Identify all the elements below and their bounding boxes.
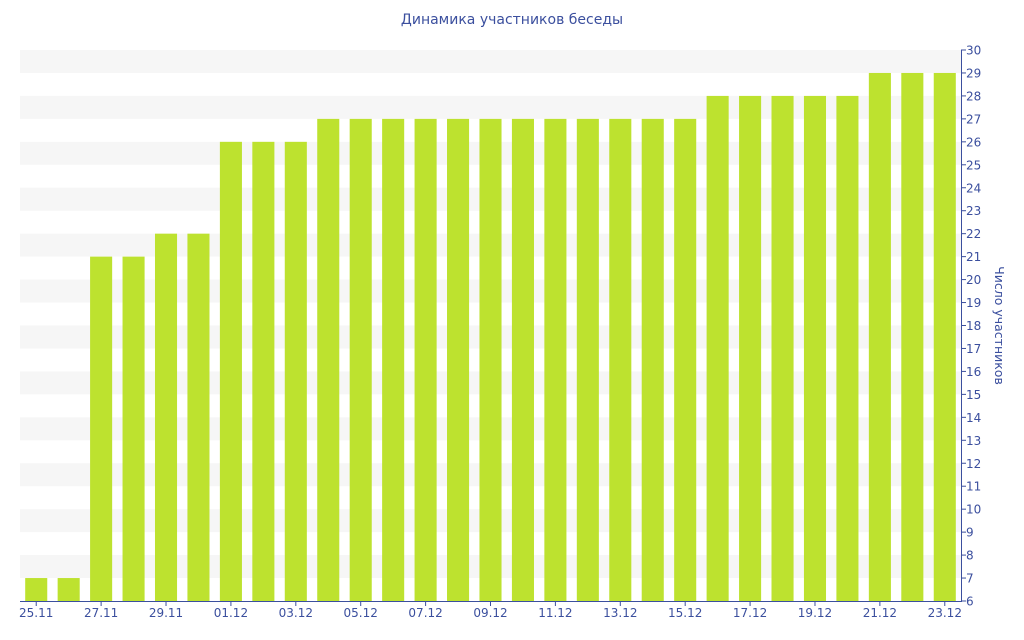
bar-01.12 [219,141,242,602]
bar-23.12 [933,72,956,602]
bar-16.12 [706,95,729,602]
bar-21.12 [868,72,891,602]
y-tick-label: 24 [966,181,981,195]
bar-25.11 [25,578,48,601]
bar-04.12 [317,118,340,601]
bar-series [25,72,956,602]
y-tick-label: 18 [966,319,981,333]
bar-13.12 [609,118,632,601]
bar-08.12 [447,118,470,601]
bar-20.12 [836,95,859,602]
bar-11.12 [544,118,567,601]
bar-18.12 [771,95,794,602]
y-tick-label: 11 [966,480,981,494]
y-tick-label: 9 [966,526,974,540]
bar-05.12 [349,118,372,601]
x-tick-label: 17.12 [733,606,767,620]
x-axis-ticks: 25.11 27.11 29.11 01.12 03.12 05.12 07.12 09.12… [19,601,962,620]
y-tick-label: 20 [966,273,981,287]
bar-27.11 [90,256,113,601]
y-tick-label: 30 [966,44,981,58]
bar-14.12 [641,118,664,601]
y-tick-label: 13 [966,434,981,448]
bar-07.12 [414,118,437,601]
y-tick-label: 17 [966,342,981,356]
y-tick-label: 28 [966,89,981,103]
y-tick-label: 16 [966,365,981,379]
bar-15.12 [674,118,697,601]
y-tick-label: 14 [966,411,981,425]
bar-17.12 [739,95,762,602]
grid-band [20,50,961,73]
y-tick-label: 25 [966,158,981,172]
y-tick-label: 12 [966,457,981,471]
bar-12.12 [576,118,599,601]
x-tick-label: 19.12 [798,606,832,620]
x-tick-label: 29.11 [149,606,183,620]
y-tick-label: 15 [966,388,981,402]
x-tick-label: 03.12 [279,606,313,620]
x-tick-label: 13.12 [603,606,637,620]
bar-22.12 [901,72,924,602]
bar-29.11 [154,233,178,601]
y-axis-ticks: 6 7 8 9 10 11 12 13 14 15 16 17 18 19 20 21 22 23 24 25 26 27… [961,44,981,609]
y-tick-label: 29 [966,66,981,80]
y-tick-label: 23 [966,204,981,218]
bar-03.12 [284,141,307,602]
bar-02.12 [252,141,275,602]
x-tick-label: 01.12 [214,606,248,620]
x-tick-label: 21.12 [863,606,897,620]
bar-09.12 [479,118,502,601]
y-tick-label: 26 [966,135,981,149]
y-tick-label: 10 [966,503,981,517]
y-tick-label: 21 [966,250,981,264]
x-tick-label: 07.12 [408,606,442,620]
x-tick-label: 11.12 [538,606,572,620]
y-tick-label: 7 [966,572,974,586]
bar-30.11 [187,233,210,601]
bar-06.12 [382,118,405,601]
y-tick-label: 8 [966,549,974,563]
y-tick-label: 19 [966,296,981,310]
chart-title: Динамика участников беседы [400,12,624,28]
y-tick-label: 6 [966,595,974,609]
x-tick-label: 05.12 [344,606,378,620]
x-tick-label: 27.11 [84,606,118,620]
y-axis-title: Число участников [992,266,1007,385]
y-tick-label: 22 [966,227,981,241]
x-tick-label: 15.12 [668,606,702,620]
bar-26.11 [57,578,80,601]
y-tick-label: 27 [966,112,981,126]
bar-10.12 [511,118,534,601]
x-tick-label: 23.12 [928,606,962,620]
bar-19.12 [803,95,827,602]
x-tick-label: 25.11 [19,606,53,620]
bar-28.11 [122,256,145,601]
x-tick-label: 09.12 [473,606,507,620]
